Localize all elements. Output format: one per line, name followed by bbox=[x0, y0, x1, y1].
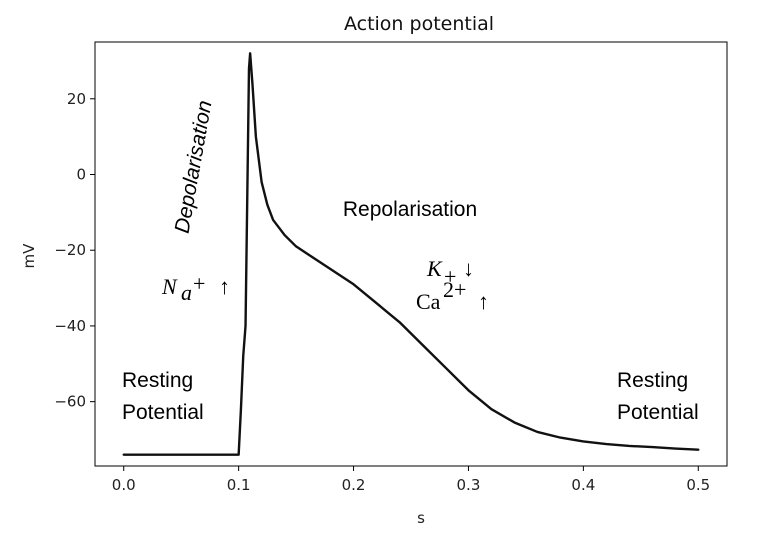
x-tick-label: 0.5 bbox=[686, 476, 710, 494]
x-axis-label: s bbox=[417, 509, 425, 527]
sodium-subscript: a bbox=[181, 280, 192, 305]
resting-potential-right-line2: Potential bbox=[617, 401, 699, 424]
sodium-superscript: + bbox=[193, 271, 205, 296]
y-tick-label: −60 bbox=[54, 393, 86, 411]
sodium-symbol: N bbox=[161, 274, 178, 299]
calcium-symbol: Ca bbox=[416, 289, 441, 314]
resting-potential-left-line1: Resting bbox=[122, 369, 193, 392]
resting-potential-left-line2: Potential bbox=[122, 401, 204, 424]
potassium-symbol: K bbox=[426, 256, 443, 281]
y-tick-label: −40 bbox=[54, 317, 86, 335]
x-tick-label: 0.4 bbox=[571, 476, 595, 494]
repolarisation-label: Repolarisation bbox=[343, 198, 477, 221]
x-tick-label: 0.3 bbox=[457, 476, 481, 494]
resting-potential-right-line1: Resting bbox=[617, 369, 688, 392]
y-tick-label: 20 bbox=[67, 90, 86, 108]
up-arrow-icon: ↑ bbox=[478, 289, 489, 314]
x-tick-label: 0.2 bbox=[342, 476, 366, 494]
y-tick-label: 0 bbox=[76, 166, 86, 184]
x-tick-label: 0.0 bbox=[112, 476, 136, 494]
y-axis-label: mV bbox=[20, 243, 38, 269]
y-tick-label: −20 bbox=[54, 241, 86, 259]
up-arrow-icon: ↑ bbox=[219, 274, 230, 299]
x-tick-label: 0.1 bbox=[227, 476, 251, 494]
calcium-superscript: 2+ bbox=[443, 277, 466, 302]
chart-title: Action potential bbox=[344, 13, 494, 35]
